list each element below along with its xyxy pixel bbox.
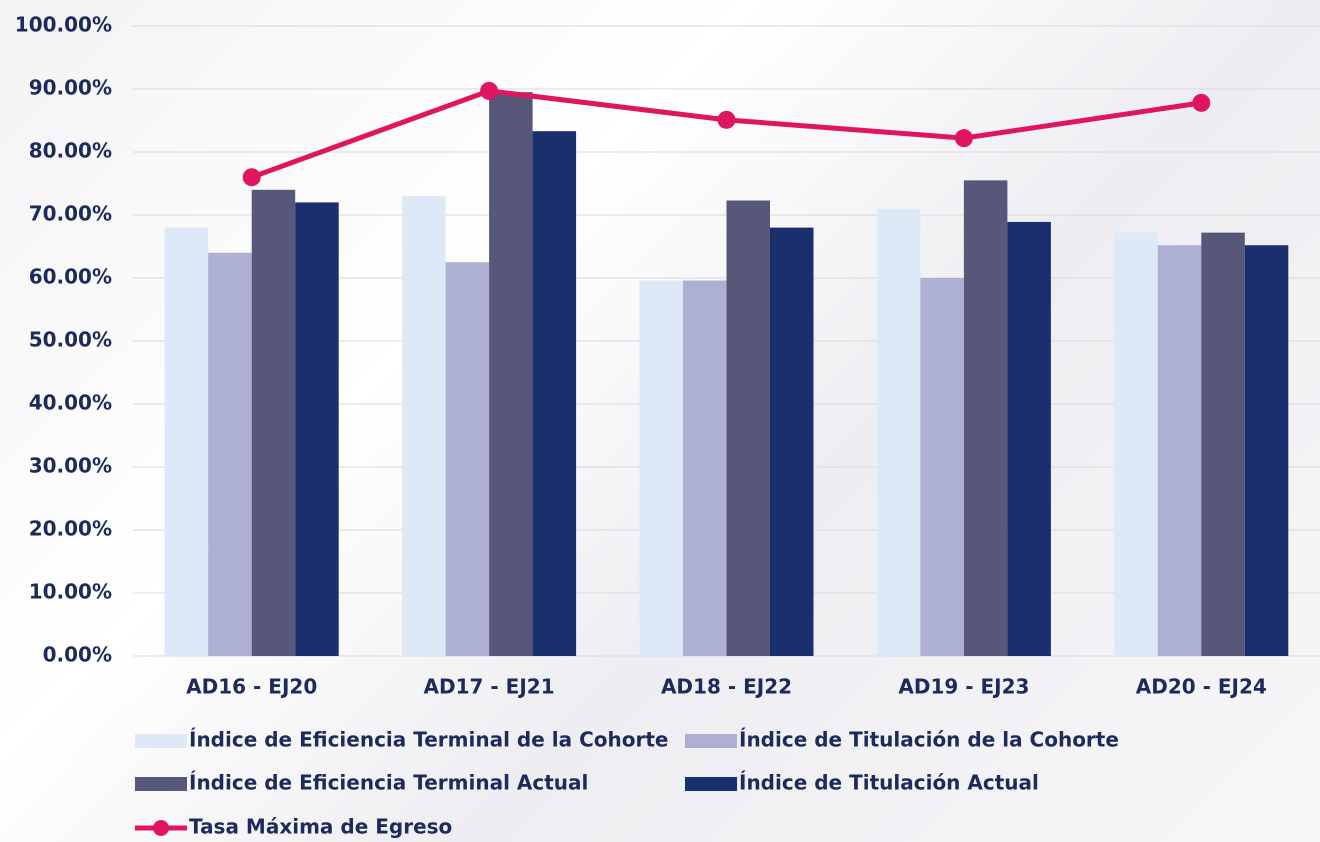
y-tick-label: 90.00% bbox=[29, 76, 112, 100]
bar bbox=[489, 92, 533, 656]
bar bbox=[1201, 232, 1245, 656]
x-tick-label: AD16 - EJ20 bbox=[186, 675, 317, 699]
y-tick-label: 30.00% bbox=[29, 454, 112, 478]
bar bbox=[683, 280, 727, 656]
x-tick-label: AD20 - EJ24 bbox=[1136, 675, 1267, 699]
legend-label: Tasa Máxima de Egreso bbox=[189, 815, 452, 839]
bar bbox=[920, 278, 964, 656]
bar bbox=[963, 180, 1008, 656]
y-tick-label: 60.00% bbox=[29, 265, 112, 289]
bar bbox=[164, 227, 209, 656]
line-point bbox=[242, 168, 261, 187]
bar bbox=[251, 189, 296, 657]
bar bbox=[639, 280, 683, 656]
legend-swatch bbox=[135, 777, 187, 791]
x-tick-label: AD17 - EJ21 bbox=[424, 675, 555, 699]
bar bbox=[726, 200, 770, 656]
legend-label: Índice de Titulación de la Cohorte bbox=[739, 728, 1119, 752]
legend-swatch bbox=[135, 734, 187, 748]
line-point bbox=[717, 110, 736, 129]
y-tick-label: 40.00% bbox=[29, 391, 112, 415]
x-tick-label: AD18 - EJ22 bbox=[661, 675, 792, 699]
y-tick-label: 70.00% bbox=[29, 202, 112, 226]
y-tick-label: 80.00% bbox=[29, 139, 112, 163]
x-tick-label: AD19 - EJ23 bbox=[898, 675, 1029, 699]
legend-swatch bbox=[685, 734, 737, 748]
bar bbox=[208, 252, 252, 657]
bar bbox=[1244, 245, 1289, 657]
y-tick-label: 20.00% bbox=[29, 517, 112, 541]
y-tick-label: 0.00% bbox=[43, 643, 112, 667]
y-tick-label: 100.00% bbox=[15, 13, 112, 37]
y-tick-label: 10.00% bbox=[29, 580, 112, 604]
bar bbox=[1157, 245, 1202, 657]
legend-label: Índice de Eficiencia Terminal de la Coho… bbox=[189, 728, 668, 752]
legend-label: Índice de Titulación Actual bbox=[739, 771, 1039, 795]
bar bbox=[1007, 221, 1051, 656]
legend-swatch bbox=[153, 820, 169, 836]
bar bbox=[445, 262, 490, 656]
line-point bbox=[1192, 93, 1211, 112]
line-point bbox=[954, 129, 973, 148]
bar bbox=[402, 196, 446, 656]
line bbox=[250, 88, 1202, 180]
bar bbox=[532, 131, 577, 656]
bar bbox=[876, 208, 921, 656]
y-tick-label: 50.00% bbox=[29, 328, 112, 352]
line-point bbox=[480, 81, 499, 100]
bar bbox=[1114, 232, 1158, 656]
bar bbox=[295, 202, 339, 656]
legend-swatch bbox=[685, 777, 737, 791]
legend-label: Índice de Eficiencia Terminal Actual bbox=[189, 771, 588, 795]
bar bbox=[770, 227, 814, 656]
